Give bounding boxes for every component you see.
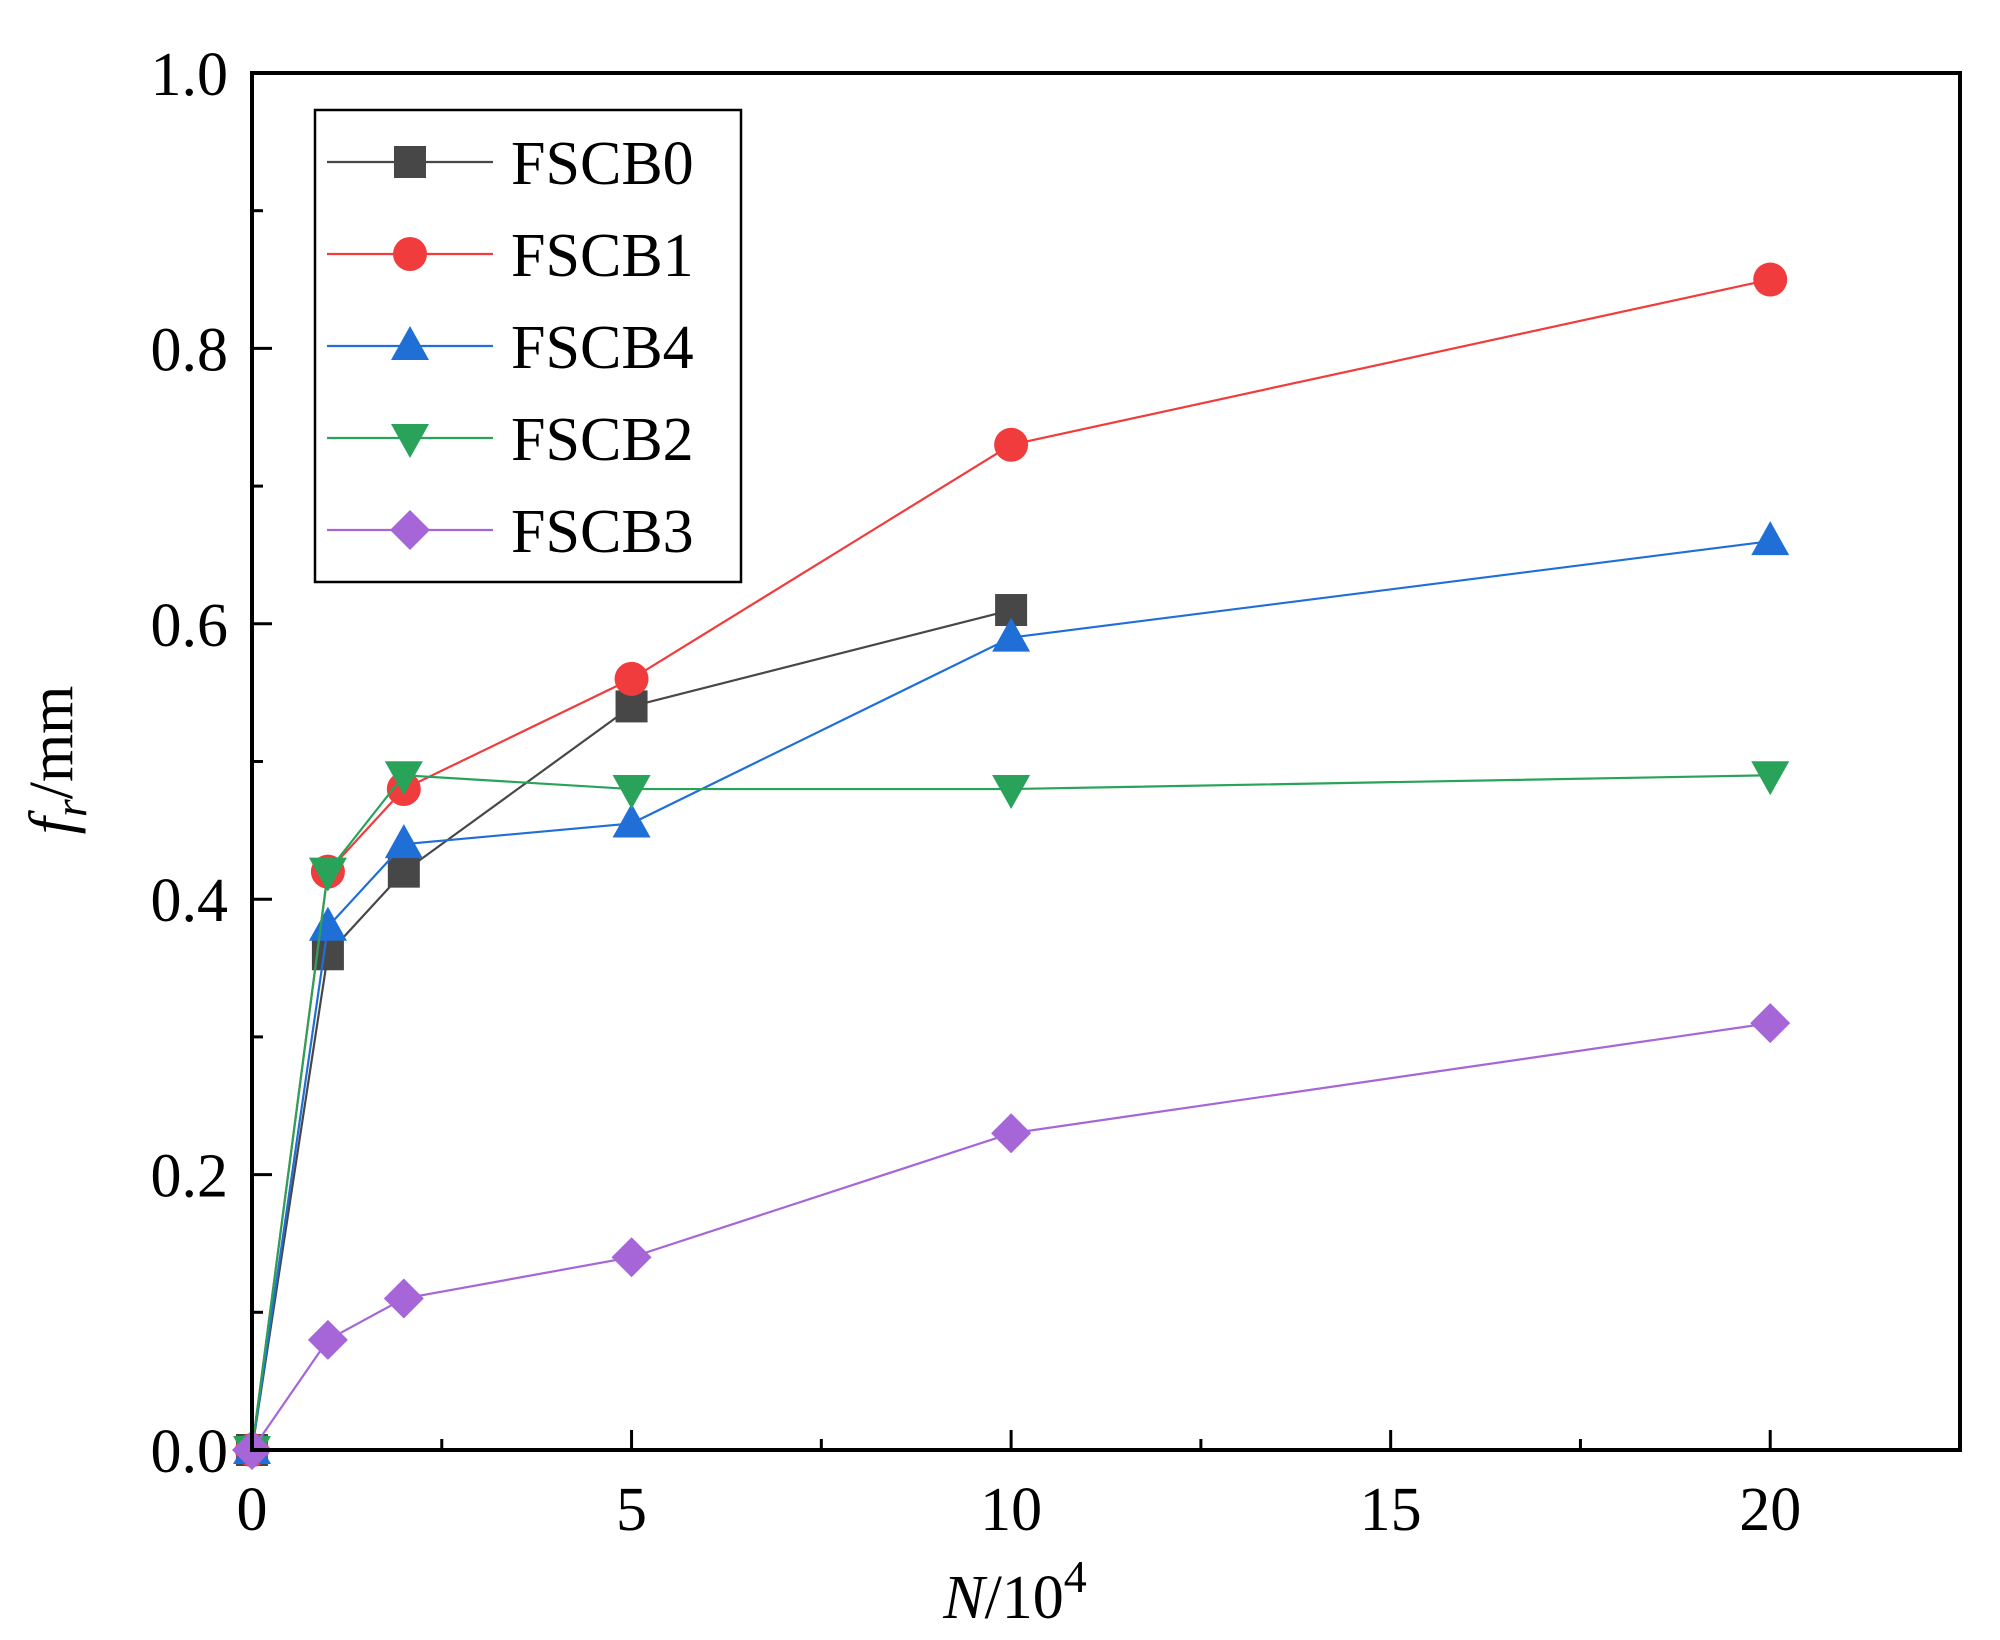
legend-marker-FSCB1 xyxy=(393,237,427,271)
data-point-FSCB3-4 xyxy=(991,1113,1032,1154)
data-point-FSCB1-5 xyxy=(1753,262,1788,297)
x-axis-title: N/104 xyxy=(942,1551,1087,1632)
data-point-FSCB4-4 xyxy=(992,617,1031,652)
series-FSCB2 xyxy=(233,761,1790,1470)
series-layer xyxy=(232,262,1791,1470)
legend-label-FSCB1: FSCB1 xyxy=(511,222,694,290)
data-point-FSCB3-5 xyxy=(1750,1003,1791,1044)
legend-label-FSCB3: FSCB3 xyxy=(511,498,694,566)
y-axis-title: fr/mm xyxy=(18,686,96,835)
x-tick-label-2: 10 xyxy=(980,1476,1042,1544)
y-tick-label-5: 1.0 xyxy=(151,41,229,109)
x-axis-title-var: N xyxy=(942,1564,988,1632)
legend-item-FSCB1: FSCB1 xyxy=(327,222,694,290)
legend-item-FSCB3: FSCB3 xyxy=(327,498,694,566)
legend-label-FSCB0: FSCB0 xyxy=(511,130,694,198)
x-tick-label-0: 0 xyxy=(237,1476,268,1544)
series-FSCB4 xyxy=(233,521,1790,1464)
x-tick-label-3: 15 xyxy=(1360,1476,1422,1544)
legend-item-FSCB4: FSCB4 xyxy=(327,314,694,382)
y-axis-title-rest: /mm xyxy=(18,686,86,800)
legend-marker-FSCB3 xyxy=(390,510,430,550)
y-tick-label-4: 0.8 xyxy=(151,316,229,384)
y-axis-title-sub: r xyxy=(45,798,96,817)
data-point-FSCB4-3 xyxy=(612,803,651,838)
data-point-FSCB4-2 xyxy=(384,824,423,859)
data-point-FSCB2-1 xyxy=(308,857,347,892)
x-tick-label-1: 5 xyxy=(616,1476,647,1544)
data-point-FSCB1-3 xyxy=(614,661,649,696)
legend-item-FSCB2: FSCB2 xyxy=(327,406,694,474)
series-line-FSCB3 xyxy=(251,1022,1771,1451)
x-axis-title-rest: /10 xyxy=(985,1564,1064,1632)
series-line-FSCB4 xyxy=(250,540,1771,1451)
y-tick-label-0: 0.0 xyxy=(151,1418,229,1486)
series-line-FSCB0 xyxy=(250,608,1012,1451)
data-point-FSCB2-3 xyxy=(612,775,651,810)
axes-layer: 0 5 10 15 20 0.0 0.2 0.4 0.6 0.8 1.0 xyxy=(151,41,1962,1544)
x-axis-title-exp: 4 xyxy=(1064,1551,1087,1602)
data-point-FSCB0-2 xyxy=(387,855,420,888)
data-point-FSCB3-1 xyxy=(307,1319,348,1360)
legend-marker-FSCB4 xyxy=(391,326,429,360)
y-tick-label-3: 0.6 xyxy=(151,592,229,660)
data-point-FSCB3-3 xyxy=(611,1237,652,1278)
x-tick-label-4: 20 xyxy=(1739,1476,1801,1544)
y-tick-label-1: 0.2 xyxy=(151,1143,229,1211)
data-point-FSCB4-5 xyxy=(1751,521,1790,556)
data-point-FSCB3-2 xyxy=(383,1278,424,1319)
data-point-FSCB2-2 xyxy=(384,761,423,796)
data-point-FSCB1-4 xyxy=(994,427,1029,462)
series-FSCB3 xyxy=(232,1003,1791,1470)
series-line-FSCB2 xyxy=(250,774,1771,1451)
legend-marker-FSCB2 xyxy=(391,424,429,458)
y-tick-label-2: 0.4 xyxy=(151,867,229,935)
data-point-FSCB2-5 xyxy=(1751,761,1790,796)
legend-label-FSCB4: FSCB4 xyxy=(511,314,694,382)
series-FSCB0 xyxy=(236,594,1028,1466)
data-point-FSCB4-1 xyxy=(308,906,347,941)
data-point-FSCB2-4 xyxy=(992,775,1031,810)
legend-marker-FSCB0 xyxy=(394,146,426,178)
legend-item-FSCB0: FSCB0 xyxy=(327,130,694,198)
legend-label-FSCB2: FSCB2 xyxy=(511,406,694,474)
legend: FSCB0 FSCB1 FSCB4 FSCB2 FSCB3 xyxy=(313,108,743,584)
